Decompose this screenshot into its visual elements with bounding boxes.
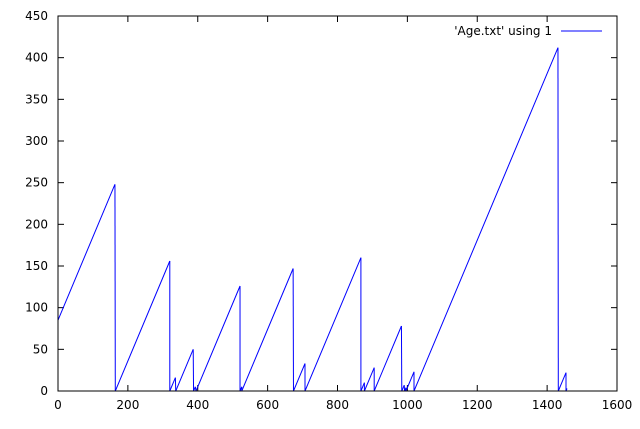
- y-tick-label: 100: [25, 301, 48, 315]
- series-segment: [558, 373, 566, 391]
- series-segment: [374, 326, 401, 391]
- x-tick-label: 400: [186, 398, 209, 412]
- x-tick-label: 1200: [462, 398, 493, 412]
- series-segment: [414, 48, 558, 391]
- x-tick-label: 200: [116, 398, 139, 412]
- x-tick-label: 800: [326, 398, 349, 412]
- y-tick-label: 200: [25, 217, 48, 231]
- series-segment: [293, 364, 305, 392]
- series-layer: [58, 48, 567, 391]
- series-segment: [364, 368, 374, 391]
- x-tick-label: 600: [256, 398, 279, 412]
- series-segment: [58, 184, 115, 320]
- y-tick-label: 50: [33, 342, 48, 356]
- x-tick-label: 1400: [532, 398, 563, 412]
- series-segment: [361, 383, 364, 391]
- y-tick-label: 400: [25, 51, 48, 65]
- series-segment: [115, 261, 170, 391]
- y-tick-label: 150: [25, 259, 48, 273]
- y-tick-label: 300: [25, 134, 48, 148]
- x-tick-label: 1000: [392, 398, 423, 412]
- series-segment: [305, 258, 361, 391]
- x-tick-label: 0: [54, 398, 62, 412]
- tick-labels: 0 200 400 600 800 1000 1200 1400 1600 0 50 100 150 20…: [25, 9, 632, 412]
- series-segment: [176, 349, 193, 391]
- legend-label: 'Age.txt' using 1: [454, 24, 552, 38]
- series-segment: [242, 269, 293, 392]
- axis-ticks: [58, 16, 617, 391]
- series-segment: [406, 372, 414, 391]
- y-tick-label: 250: [25, 176, 48, 190]
- legend: 'Age.txt' using 1: [454, 24, 602, 38]
- x-tick-label: 1600: [602, 398, 633, 412]
- y-tick-label: 450: [25, 9, 48, 23]
- series-segment: [170, 378, 176, 391]
- y-tick-label: 350: [25, 92, 48, 106]
- y-tick-label: 0: [40, 384, 48, 398]
- plot-border: [58, 16, 617, 391]
- series-segment: [196, 286, 240, 391]
